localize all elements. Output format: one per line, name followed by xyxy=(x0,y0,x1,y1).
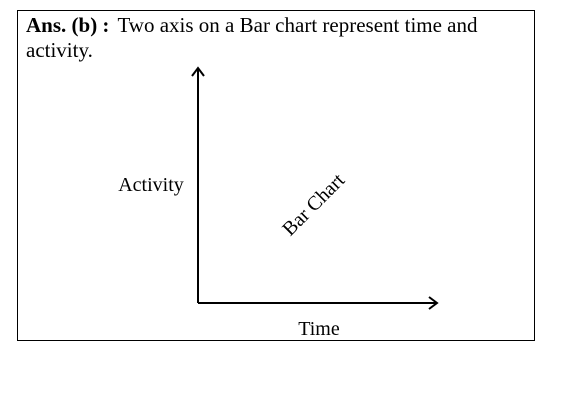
diagonal-label: Bar Chart xyxy=(278,169,349,240)
y-axis-label: Activity xyxy=(118,174,184,196)
x-axis-label: Time xyxy=(298,318,340,340)
answer-paragraph: Ans. (b) : Two axis on a Bar chart repres… xyxy=(26,13,532,63)
answer-box: Ans. (b) : Two axis on a Bar chart repres… xyxy=(17,10,535,341)
x-axis-arrow xyxy=(428,296,439,310)
answer-text: Two axis on a Bar chart represent time a… xyxy=(26,13,478,62)
y-axis-arrow xyxy=(191,66,205,77)
answer-label: Ans. (b) : xyxy=(26,13,110,37)
